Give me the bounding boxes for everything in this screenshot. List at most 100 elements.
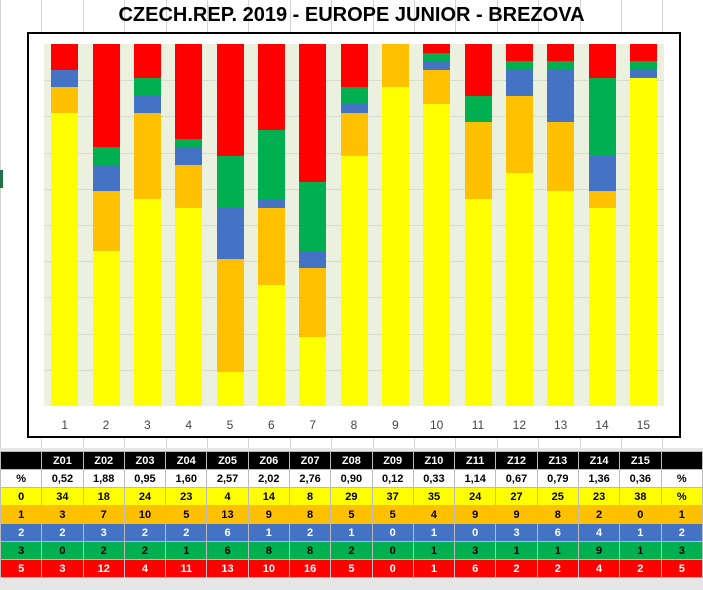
bar-segment-4-grade-3 bbox=[175, 138, 203, 148]
bar-segment-13-grade-3 bbox=[547, 61, 575, 70]
bar-segment-11-grade-3 bbox=[464, 95, 492, 122]
table-cell: 23 bbox=[165, 487, 208, 506]
table-cell: 4 bbox=[123, 559, 167, 578]
bar-segment-13-grade-2 bbox=[547, 69, 575, 122]
table-cell: 5 bbox=[330, 559, 373, 578]
table-header-cell: Z15 bbox=[619, 451, 662, 470]
bar-segment-10-grade-0 bbox=[423, 104, 451, 406]
bar-segment-4-grade-2 bbox=[175, 147, 203, 165]
bar-segment-6-grade-1 bbox=[257, 207, 285, 286]
bar-segment-11-grade-5 bbox=[464, 44, 492, 96]
table-cell: 0 bbox=[0, 487, 43, 506]
bar-segment-10-grade-1 bbox=[423, 69, 451, 105]
x-tick-label: 11 bbox=[471, 418, 485, 432]
table-cell: 3 bbox=[660, 541, 703, 560]
bar-segment-8-grade-5 bbox=[340, 44, 368, 88]
bar-segment-1-grade-5 bbox=[51, 44, 79, 70]
table-cell: 4 bbox=[206, 487, 249, 506]
table-cell: 27 bbox=[495, 487, 538, 506]
chart-title: CZECH.REP. 2019 - EUROPE JUNIOR - BREZOV… bbox=[118, 4, 585, 26]
table-cell: 35 bbox=[412, 487, 456, 506]
x-tick-label: 1 bbox=[61, 418, 68, 432]
x-tick-label: 7 bbox=[309, 418, 316, 432]
table-cell: 4 bbox=[412, 505, 456, 524]
bar-segment-7-grade-1 bbox=[299, 268, 327, 338]
bar-segment-3-grade-5 bbox=[133, 44, 161, 79]
bar-segment-11-grade-0 bbox=[464, 199, 492, 406]
bar-segment-12-grade-0 bbox=[505, 173, 533, 406]
table-row: % 0,52 1,88 0,95 1,60 2,57 2,02 2,76 0,90 0,12 0,3… bbox=[0, 469, 703, 488]
table-header-row: Z01 Z02 Z03 Z04 Z05 Z06 Z07 Z08 Z09 Z10 Z11 Z12 Z13 Z… bbox=[0, 451, 703, 470]
table-cell: 24 bbox=[123, 487, 167, 506]
table-row: 1 3 7 10 5 13 9 8 5 5 4 9 9 8 2 0 1 bbox=[0, 505, 703, 524]
table-cell: 2 bbox=[82, 541, 125, 560]
table-cell: 34 bbox=[41, 487, 84, 506]
table-cell: 1 bbox=[0, 505, 43, 524]
table-cell: 8 bbox=[288, 487, 332, 506]
table-cell: 1 bbox=[247, 523, 290, 542]
table-cell: 2 bbox=[41, 523, 84, 542]
table-cell: 5 bbox=[165, 505, 208, 524]
bar-segment-14-grade-2 bbox=[588, 156, 616, 191]
table-cell: 8 bbox=[536, 505, 579, 524]
table-cell: 12 bbox=[82, 559, 125, 578]
table-header-cell: Z06 bbox=[247, 451, 290, 470]
table-cell: 6 bbox=[454, 559, 497, 578]
bar-segment-8-grade-2 bbox=[340, 104, 368, 113]
bar-segment-9-grade-1 bbox=[381, 44, 409, 88]
x-tick-label: 10 bbox=[429, 418, 444, 432]
chart-frame[interactable]: 1 2 3 4 5 6 7 8 9 10 11 12 13 14 15 bbox=[27, 32, 681, 438]
bar-segment-1-grade-2 bbox=[51, 69, 79, 88]
table-cell: 2,57 bbox=[206, 469, 249, 488]
table-cell: 0,12 bbox=[371, 469, 414, 488]
table-cell: 0,95 bbox=[123, 469, 167, 488]
table-cell: 5 bbox=[330, 505, 373, 524]
table-cell: 0 bbox=[371, 541, 414, 560]
table-header-cell: Z03 bbox=[123, 451, 167, 470]
table-cell: 1 bbox=[619, 523, 662, 542]
table-cell: 2 bbox=[660, 523, 703, 542]
x-tick-label: 12 bbox=[512, 418, 526, 432]
bar-segment-15-grade-5 bbox=[629, 44, 657, 62]
table-cell: 1,88 bbox=[82, 469, 125, 488]
table-cell: 3 bbox=[495, 523, 538, 542]
bar-segment-15-grade-3 bbox=[629, 61, 657, 70]
table-cell: 2,02 bbox=[247, 469, 290, 488]
table-cell: 2 bbox=[495, 559, 538, 578]
table-cell: 2 bbox=[0, 523, 43, 542]
bar-segment-5-grade-5 bbox=[216, 44, 244, 157]
table-cell: 8 bbox=[247, 541, 290, 560]
bar-segment-4-grade-1 bbox=[175, 164, 203, 208]
table-cell: 2 bbox=[288, 523, 332, 542]
bar-segment-2-grade-3 bbox=[92, 147, 120, 165]
table-cell: 13 bbox=[206, 559, 249, 578]
x-tick-label: 15 bbox=[636, 418, 650, 432]
bar-segment-6-grade-2 bbox=[257, 199, 285, 208]
table-cell: 0 bbox=[619, 505, 662, 524]
bar-segment-13-grade-0 bbox=[547, 190, 575, 406]
table-cell: 3 bbox=[41, 559, 84, 578]
table-cell: 2 bbox=[123, 541, 167, 560]
table-cell: 1 bbox=[330, 523, 373, 542]
bar-segment-2-grade-5 bbox=[92, 44, 120, 148]
table-cell: 3 bbox=[454, 541, 497, 560]
table-header-cell: Z05 bbox=[206, 451, 249, 470]
table-cell: 18 bbox=[82, 487, 125, 506]
table-cell: 6 bbox=[206, 541, 249, 560]
bar-segment-7-grade-2 bbox=[299, 250, 327, 269]
table-cell: 2 bbox=[123, 523, 167, 542]
plot-area bbox=[44, 44, 664, 406]
bar-segment-10-grade-2 bbox=[423, 61, 451, 70]
table-header-cell: Z01 bbox=[41, 451, 84, 470]
table-header-cell: Z08 bbox=[330, 451, 373, 470]
table-cell: 0 bbox=[41, 541, 84, 560]
table-cell: 2 bbox=[577, 505, 621, 524]
bar-segment-8-grade-3 bbox=[340, 87, 368, 105]
table-row: 0 34 18 24 23 4 14 8 29 37 35 24 27 25 23 38% bbox=[0, 487, 703, 506]
bar-segment-13-grade-5 bbox=[547, 44, 575, 62]
table-header-cell: Z13 bbox=[536, 451, 579, 470]
table-cell: 2,76 bbox=[288, 469, 332, 488]
bar-segment-3-grade-3 bbox=[133, 78, 161, 96]
